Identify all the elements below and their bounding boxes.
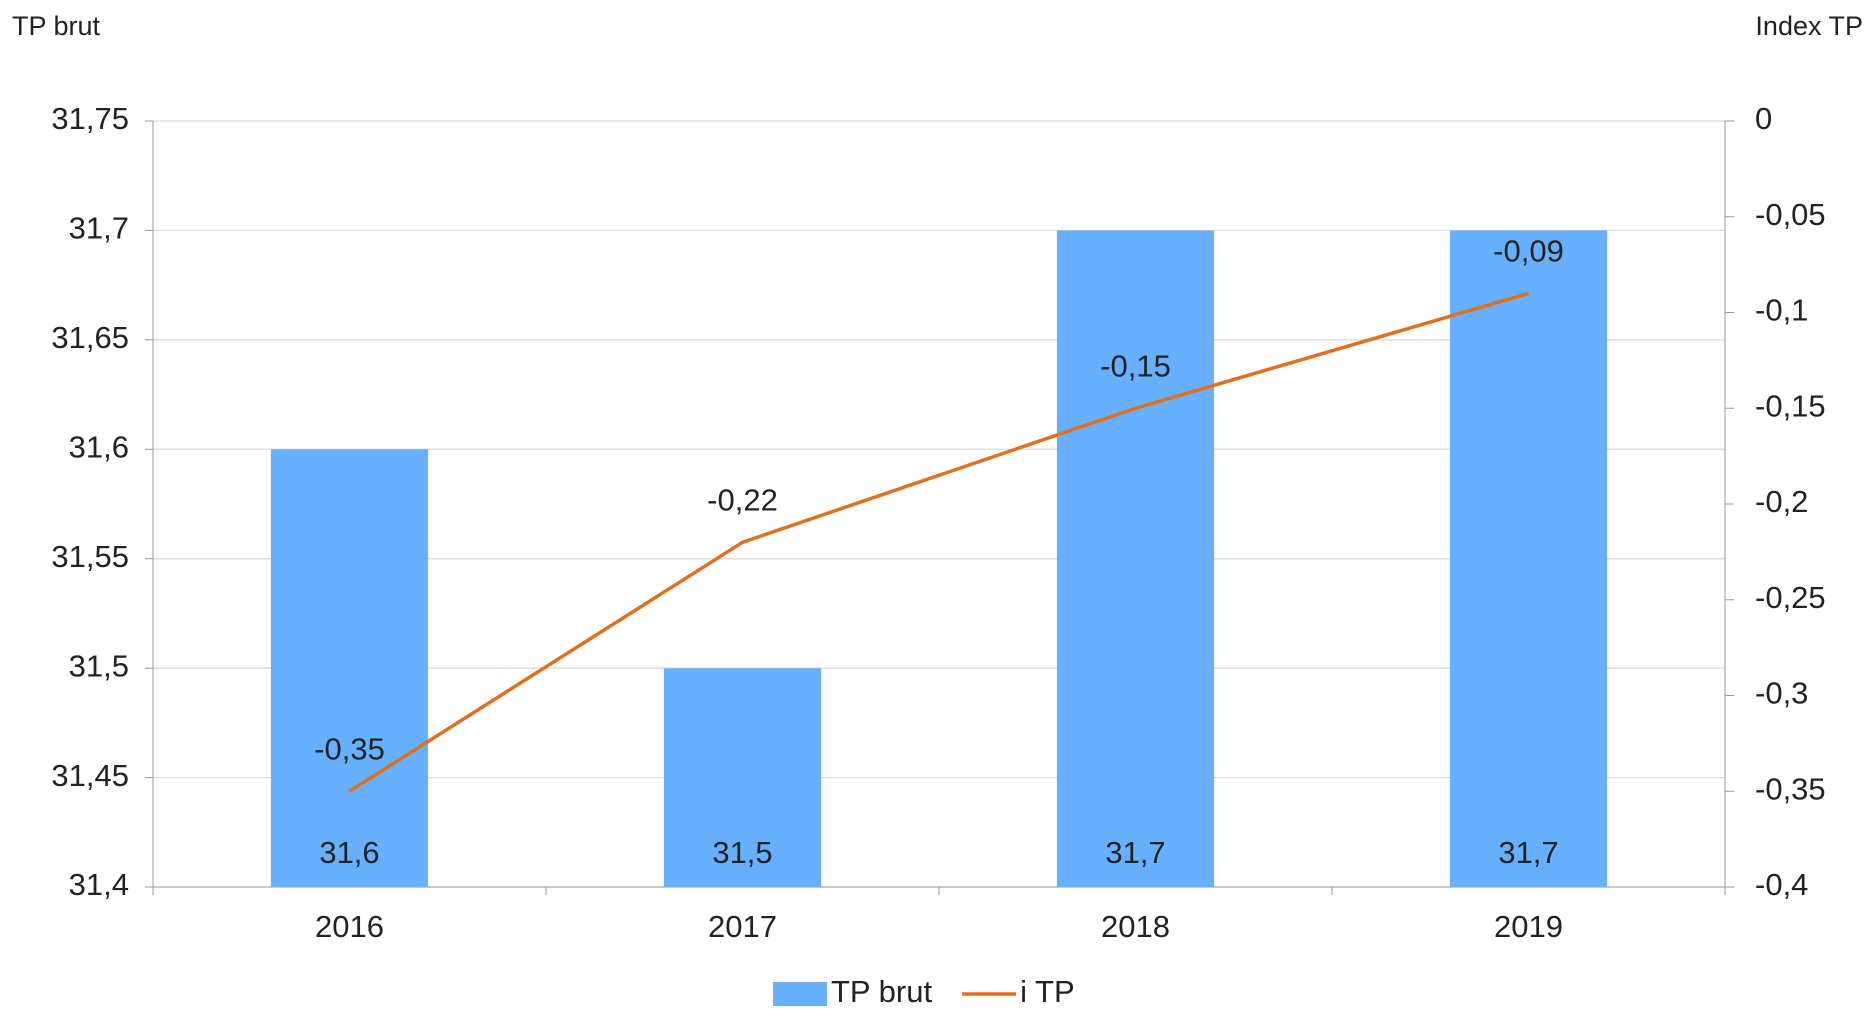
line-value-label: -0,09: [1493, 234, 1564, 269]
y-tick-label: 31,55: [51, 539, 129, 574]
line-value-label: -0,35: [314, 731, 385, 766]
y-tick-label: 31,75: [51, 101, 129, 136]
y-tick-label: 31,4: [69, 867, 129, 902]
line: [348, 291, 1529, 793]
bar-value-label: 31,5: [712, 835, 772, 870]
x-tick-label: 2018: [1101, 909, 1170, 944]
y2-tick-label: -0,3: [1755, 676, 1808, 711]
y-tick-label: 31,45: [51, 758, 129, 793]
y2-tick-label: 0: [1755, 101, 1772, 136]
bar: [270, 449, 429, 887]
y2-tick-label: -0,2: [1755, 484, 1808, 519]
bar: [663, 668, 822, 887]
y-axis-title: TP brut: [12, 11, 101, 41]
bar-value-label: 31,7: [1105, 835, 1165, 870]
y2-axis-title: Index TP: [1755, 11, 1863, 41]
x-tick-label: 2019: [1494, 909, 1563, 944]
line-value-label: -0,22: [707, 482, 778, 517]
y-tick-label: 31,5: [69, 648, 129, 683]
line-value-label: -0,15: [1100, 348, 1171, 383]
y2-tick-label: -0,1: [1755, 293, 1808, 328]
bar: [1056, 230, 1215, 887]
legend-label: TP brut: [831, 974, 932, 1009]
y2-tick-label: -0,4: [1755, 867, 1808, 902]
y2-tick-label: -0,15: [1755, 388, 1826, 423]
bar-value-label: 31,7: [1498, 835, 1558, 870]
y-tick-label: 31,7: [69, 211, 129, 246]
legend-swatch: [773, 982, 827, 1006]
x-tick-label: 2017: [708, 909, 777, 944]
bar: [1449, 230, 1608, 887]
y-tick-label: 31,6: [69, 429, 129, 464]
legend-label: i TP: [1020, 974, 1075, 1009]
x-tick-label: 2016: [315, 909, 384, 944]
y-tick-label: 31,65: [51, 320, 129, 355]
y2-tick-label: -0,25: [1755, 580, 1826, 615]
bar-value-label: 31,6: [319, 835, 379, 870]
y2-tick-label: -0,05: [1755, 197, 1826, 232]
y2-tick-label: -0,35: [1755, 771, 1826, 806]
